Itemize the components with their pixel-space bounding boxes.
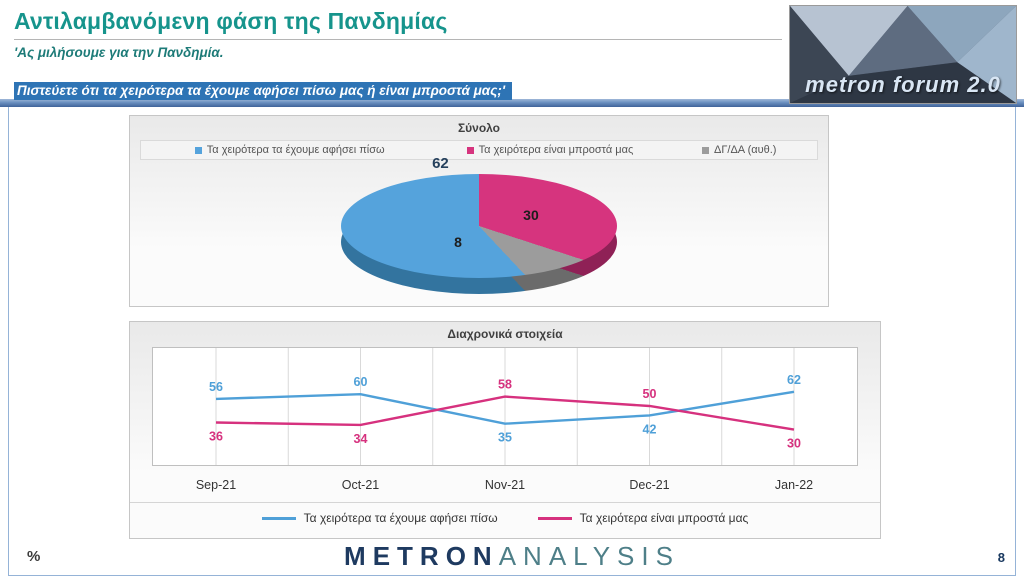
subtitle-line2: Πιστεύετε ότι τα χειρότερα τα έχουμε αφή…	[14, 82, 513, 100]
svg-text:Dec-21: Dec-21	[629, 478, 669, 492]
svg-text:36: 36	[209, 430, 223, 444]
svg-text:Oct-21: Oct-21	[342, 478, 380, 492]
line-legend-sample	[261, 516, 296, 520]
svg-text:50: 50	[643, 387, 657, 401]
content-frame: Σύνολο Τα χειρότερα τα έχουμε αφήσει πίσ…	[8, 107, 1016, 576]
line-chart-svg: 56 36 Sep-21 60 34 Oct-21 35 58 Nov-21 42 50 Dec-21…	[152, 347, 858, 492]
header-divider-bar	[0, 99, 1024, 107]
slide-footer: % METRONANALYSIS 8	[9, 540, 1015, 572]
header: Αντιλαμβανόμενη φάση της Πανδημίας 'Ας μ…	[0, 0, 1024, 104]
page-number: 8	[997, 550, 1005, 565]
logo-analysis: ANALYSIS	[498, 541, 680, 571]
svg-text:60: 60	[354, 375, 368, 389]
svg-text:Jan-22: Jan-22	[775, 478, 813, 492]
pie-chart: 62 30 8	[341, 155, 617, 294]
pie-value-label-dk: 8	[454, 234, 462, 250]
percent-label: %	[27, 548, 41, 565]
pie-face	[341, 174, 617, 278]
pie-legend-marker	[466, 146, 474, 154]
page-title: Αντιλαμβανόμενη φάση της Πανδημίας	[14, 8, 448, 34]
pie-chart-panel: Σύνολο Τα χειρότερα τα έχουμε αφήσει πίσ…	[129, 115, 829, 307]
svg-text:Nov-21: Nov-21	[485, 478, 525, 492]
svg-text:Sep-21: Sep-21	[196, 478, 236, 492]
pie-chart-area: 62 30 8	[130, 155, 828, 298]
svg-text:34: 34	[354, 432, 368, 446]
pie-value-label-behind: 62	[432, 155, 449, 172]
line-chart-plot: 56 36 Sep-21 60 34 Oct-21 35 58 Nov-21 42 50 Dec-21…	[152, 347, 858, 499]
pie-legend: Τα χειρότερα τα έχουμε αφήσει πίσω Τα χε…	[140, 140, 818, 160]
pie-legend-item: ΔΓ/ΔΑ (αυθ.)	[662, 144, 817, 156]
svg-text:30: 30	[787, 437, 801, 451]
line-panel-title: Διαχρονικά στοιχεία	[447, 327, 563, 341]
logo-metron: METRON	[344, 541, 499, 571]
line-legend-label: Τα χειρότερα τα έχουμε αφήσει πίσω	[303, 511, 498, 525]
line-legend-sample	[537, 516, 572, 520]
pie-legend-item: Τα χειρότερα τα έχουμε αφήσει πίσω	[141, 144, 438, 156]
svg-text:35: 35	[498, 431, 512, 445]
svg-text:42: 42	[643, 422, 657, 436]
line-legend: Τα χειρότερα τα έχουμε αφήσει πίσω Τα χε…	[130, 502, 880, 525]
metron-analysis-logo: METRONANALYSIS	[9, 542, 1015, 570]
pie-value-label-ahead: 30	[523, 207, 539, 223]
brand-image: metron forum 2.0	[789, 5, 1017, 104]
pie-legend-label: Τα χειρότερα είναι μπροστά μας	[478, 144, 634, 156]
pie-legend-label: ΔΓ/ΔΑ (αυθ.)	[714, 144, 777, 156]
svg-text:58: 58	[498, 378, 512, 392]
line-chart-panel: Διαχρονικά στοιχεία 56 36 Sep-21 60 34 Oct-21…	[129, 321, 881, 539]
pie-panel-title: Σύνολο	[457, 121, 501, 135]
subtitle-line1: 'Ας μιλήσουμε για την Πανδημία.	[14, 45, 224, 60]
svg-text:62: 62	[787, 373, 801, 387]
pie-legend-item: Τα χειρότερα είναι μπροστά μας	[438, 144, 661, 156]
pie-legend-marker	[194, 146, 202, 154]
line-legend-label: Τα χειρότερα είναι μπροστά μας	[579, 511, 749, 525]
line-legend-item: Τα χειρότερα είναι μπροστά μας	[537, 511, 749, 525]
brand-logo-text: metron forum 2.0	[805, 72, 1001, 97]
svg-text:56: 56	[209, 380, 223, 394]
line-legend-item: Τα χειρότερα τα έχουμε αφήσει πίσω	[261, 511, 498, 525]
pie-legend-marker	[702, 146, 709, 154]
title-underline	[14, 39, 782, 40]
pie-legend-label: Τα χειρότερα τα έχουμε αφήσει πίσω	[206, 144, 385, 156]
